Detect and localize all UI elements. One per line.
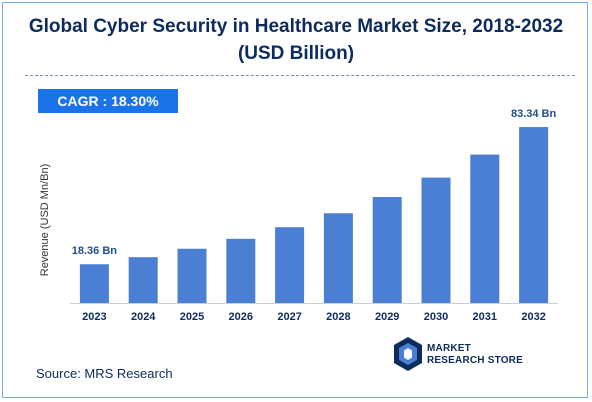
x-tick-2029: 2029 <box>375 311 399 323</box>
x-tick-2024: 2024 <box>131 311 156 323</box>
bar-2026 <box>226 238 256 303</box>
bars-layer <box>79 127 549 303</box>
bar-2032 <box>519 127 549 303</box>
y-axis-label: Revenue (USD Mn/Bn) <box>39 164 51 277</box>
logo-line-1: MARKET <box>427 343 471 354</box>
bar-2023 <box>79 264 109 303</box>
logo-mark-icon <box>394 337 422 371</box>
x-tick-2028: 2028 <box>326 311 350 323</box>
data-label-2023: 18.36 Bn <box>72 245 118 257</box>
x-tick-2025: 2025 <box>180 311 204 323</box>
bar-2025 <box>177 248 207 303</box>
x-tick-2023: 2023 <box>82 311 106 323</box>
chart-subtitle: (USD Billion) <box>237 43 355 64</box>
bar-2027 <box>275 227 305 303</box>
data-labels: 18.36 Bn 83.34 Bn <box>72 108 557 257</box>
bar-2031 <box>470 154 500 303</box>
cagr-badge: CAGR : 18.30% <box>38 89 178 113</box>
chart-title-main: Global Cyber Security in Healthcare Mark… <box>28 16 564 37</box>
bar-2030 <box>421 177 451 303</box>
cagr-value: 18.30% <box>111 93 159 109</box>
bar-2029 <box>372 197 402 303</box>
x-tick-2031: 2031 <box>473 311 497 323</box>
source-note: Source: MRS Research <box>36 366 173 381</box>
x-tick-2030: 2030 <box>424 311 448 323</box>
bar-2028 <box>323 213 353 303</box>
x-tick-2032: 2032 <box>521 311 545 323</box>
logo-text: MARKET RESEARCH STORE <box>427 343 523 367</box>
x-tick-labels: 2023 2024 2025 2026 2027 2028 2029 2030 2031 2032 <box>82 311 546 323</box>
data-label-2032: 83.34 Bn <box>511 108 557 120</box>
cagr-label: CAGR : <box>57 93 108 109</box>
x-tick-2026: 2026 <box>229 311 253 323</box>
company-logo: MARKET RESEARCH STORE <box>393 336 543 376</box>
x-tick-2027: 2027 <box>277 311 301 323</box>
chart-title: Global Cyber Security in Healthcare Mark… <box>3 13 589 67</box>
bar-2024 <box>128 257 158 303</box>
logo-line-2: RESEARCH STORE <box>427 355 523 366</box>
title-divider <box>25 75 575 76</box>
